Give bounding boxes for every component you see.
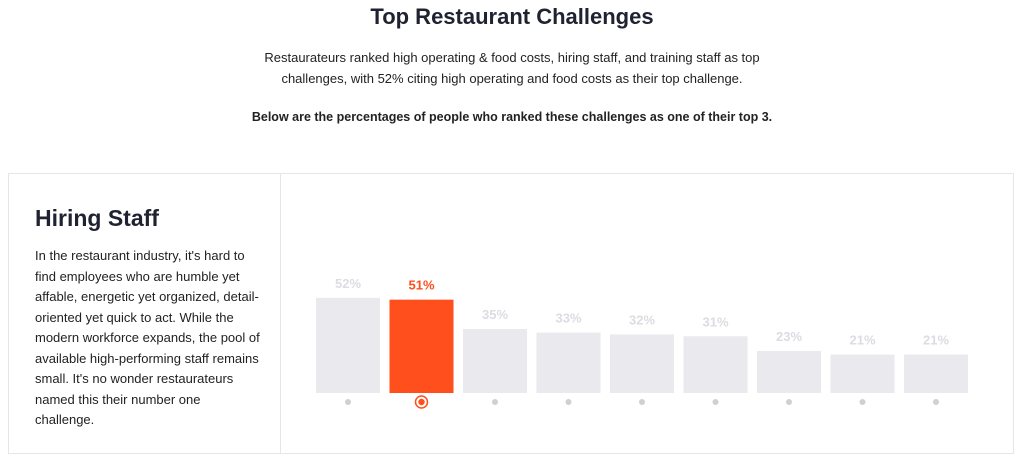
value-label: 52% [335, 276, 361, 291]
nav-dot[interactable] [639, 399, 645, 405]
challenge-panel: Hiring Staff In the restaurant industry,… [8, 173, 1014, 454]
bar[interactable] [757, 350, 821, 393]
bar[interactable] [389, 299, 454, 393]
bar[interactable] [610, 334, 674, 393]
value-label: 33% [555, 311, 581, 326]
value-label: 21% [923, 333, 949, 348]
page-note: Below are the percentages of people who … [251, 110, 773, 124]
bar[interactable] [536, 332, 601, 393]
value-label: 31% [702, 314, 728, 329]
panel-text: In the restaurant industry, it's hard to… [35, 248, 260, 427]
value-label: 35% [482, 307, 508, 322]
divider [280, 174, 281, 453]
nav-dot[interactable] [565, 399, 572, 405]
bar[interactable] [830, 354, 895, 393]
nav-dot[interactable] [859, 399, 866, 405]
bar[interactable] [316, 297, 380, 393]
bar[interactable] [683, 336, 748, 393]
nav-dot-ring [414, 395, 429, 409]
value-label: 23% [776, 329, 802, 344]
nav-dot[interactable] [418, 398, 425, 406]
page-title: Top Restaurant Challenges [370, 4, 654, 29]
panel-title: Hiring Staff [35, 205, 159, 231]
value-label: 21% [849, 333, 875, 348]
page-subtitle: Restaurateurs ranked high operating & fo… [264, 50, 760, 86]
bar[interactable] [463, 328, 527, 393]
nav-dot[interactable] [786, 399, 792, 405]
nav-dot[interactable] [712, 399, 719, 405]
value-label: 51% [408, 278, 434, 293]
value-label: 32% [629, 312, 655, 327]
nav-dot[interactable] [933, 399, 939, 405]
nav-dot[interactable] [345, 399, 351, 405]
nav-dot[interactable] [492, 399, 498, 405]
bar[interactable] [904, 354, 968, 393]
